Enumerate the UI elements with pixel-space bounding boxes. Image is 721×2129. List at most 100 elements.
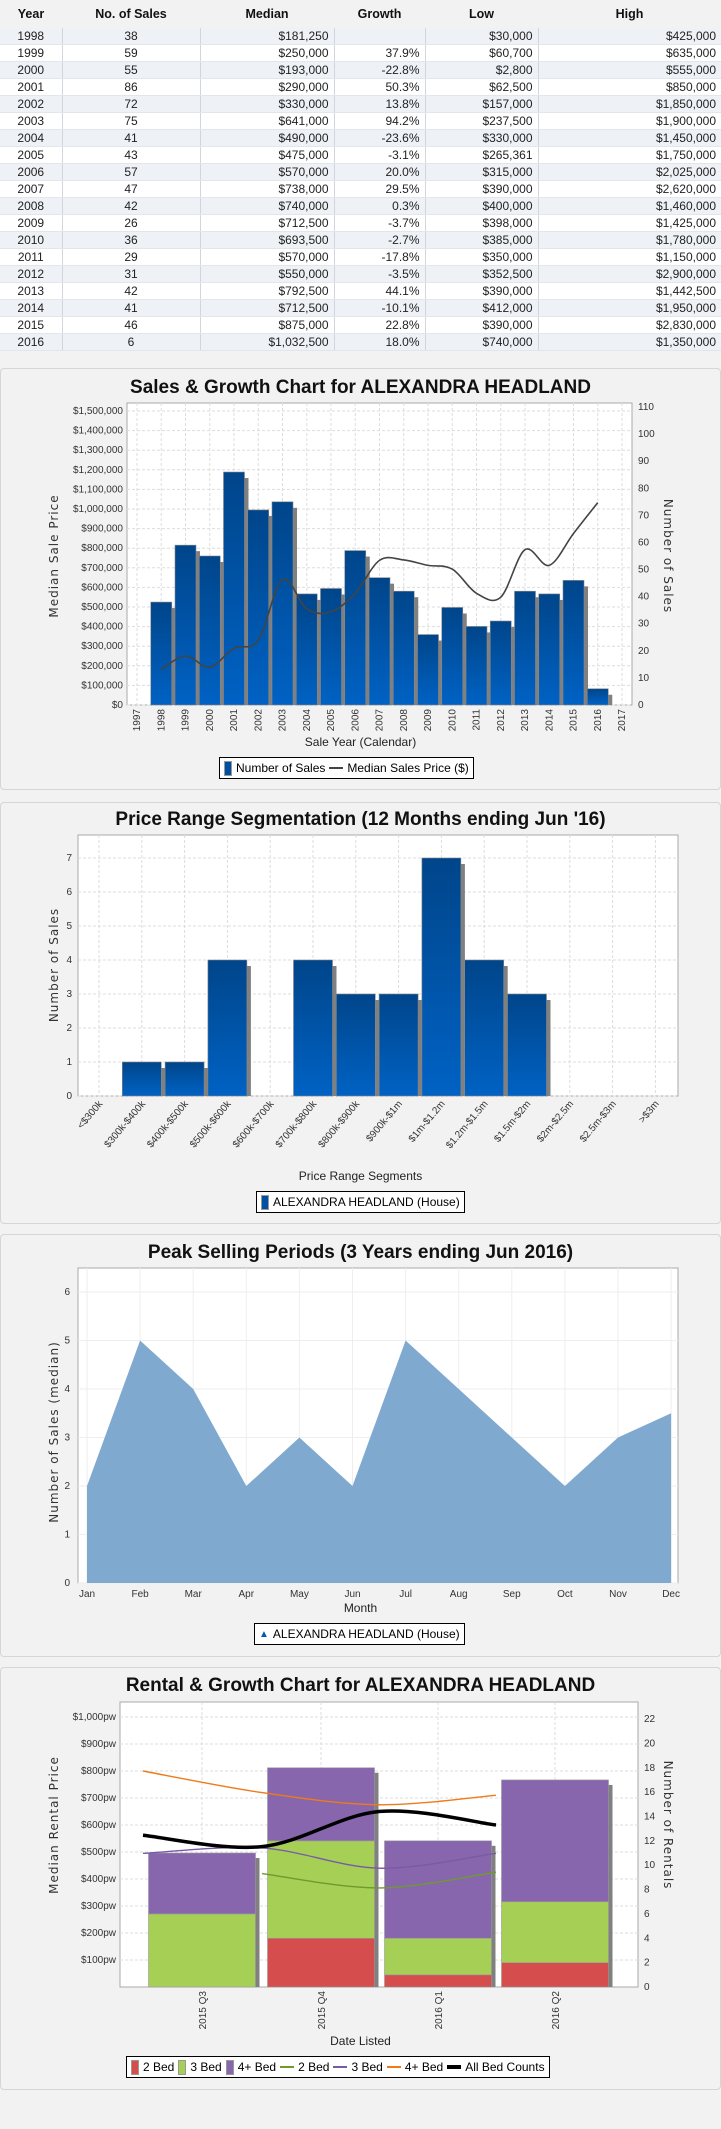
y2-tick-label: 2 (644, 1958, 650, 1969)
bar-number-of-sales (417, 634, 439, 706)
cell-year: 1998 (0, 28, 62, 45)
y2-tick-label: 20 (638, 646, 650, 657)
x-tick-label: Mar (185, 1589, 203, 1600)
table-row: 2009 26 $712,500 -3.7% $398,000 $1,425,000 (0, 214, 721, 232)
x-tick-label: >$3m (637, 1099, 662, 1125)
x-tick-label: 2013 (520, 709, 531, 732)
sales-growth-chart: $0 $100,000 $200,000 $300,000 $400,000 $500,0… (73, 402, 655, 732)
x-tick-label: 1998 (156, 709, 167, 732)
y-tick-label: $200,000 (81, 661, 123, 672)
cell-median: $550,000 (199, 265, 334, 283)
legend-line-2bed (280, 2066, 295, 2068)
legend-swatch-4bed (225, 2059, 234, 2075)
y-tick-label: $1,400,000 (73, 426, 123, 437)
cell-year: 2008 (0, 197, 62, 215)
y-tick-label: $700pw (81, 1793, 117, 1804)
legend: Number of Sales Median Sales Price ($) (219, 757, 474, 779)
x-tick-label: Jul (399, 1589, 412, 1600)
cell-low: $390,000 (424, 316, 538, 334)
rental-growth-chart-panel: Rental & Growth Chart for ALEXANDRA HEAD… (0, 1667, 721, 2090)
legend: 2 Bed 3 Bed 4+ Bed 2 Bed 3 Bed 4+ Bed Al… (126, 2056, 550, 2078)
table-row: 2013 42 $792,500 44.1% $390,000 $1,442,500 (0, 282, 721, 300)
bar-price-segment (164, 1061, 205, 1097)
bar-number-of-sales (223, 471, 245, 706)
cell-high: $1,442,500 (537, 282, 721, 300)
legend-label: All Bed Counts (465, 2060, 545, 2074)
table-row: 2001 86 $290,000 50.3% $62,500 $850,000 (0, 78, 721, 96)
col-year: Year (0, 0, 62, 28)
cell-high: $1,350,000 (537, 333, 721, 351)
cell-high: $1,950,000 (537, 299, 721, 317)
bar-price-segment (378, 993, 419, 1097)
y-tick-label: $100pw (81, 1955, 117, 1966)
chart-title: Sales & Growth Chart for ALEXANDRA HEADL… (130, 377, 591, 398)
bar-3-bed (148, 1913, 256, 1988)
y-tick-label: $1,000pw (73, 1712, 117, 1723)
x-tick-label: 2004 (302, 709, 313, 732)
cell-low: $157,000 (424, 95, 538, 113)
cell-median: $1,032,500 (199, 333, 334, 351)
x-tick-label: Nov (609, 1589, 627, 1600)
x-tick-label: $900k-$1m (364, 1099, 405, 1144)
x-tick-label: 2015 Q4 (317, 1991, 328, 2030)
cell-sales: 59 (61, 44, 200, 62)
cell-median: $330,000 (199, 95, 334, 113)
bar-price-segment (421, 857, 462, 1097)
bar-4-bed (384, 1840, 492, 1939)
x-tick-label: Feb (131, 1589, 149, 1600)
y-tick-label: 4 (64, 1384, 70, 1395)
cell-high: $1,900,000 (537, 112, 721, 130)
x-tick-label: 2007 (375, 709, 386, 732)
cell-sales: 41 (61, 299, 200, 317)
cell-high: $1,425,000 (537, 214, 721, 232)
bar-number-of-sales (150, 601, 173, 706)
y2-tick-label: 40 (638, 592, 650, 603)
x-tick-label: 2006 (350, 709, 361, 732)
cell-sales: 26 (61, 214, 200, 232)
y2-tick-label: 10 (638, 673, 650, 684)
table-row: 1999 59 $250,000 37.9% $60,700 $635,000 (0, 44, 721, 62)
x-tick-label: 2011 (472, 709, 483, 731)
bar-number-of-sales (344, 550, 367, 706)
cell-sales: 72 (61, 95, 200, 113)
cell-median: $740,000 (199, 197, 334, 215)
bar-number-of-sales (538, 593, 561, 706)
cell-median: $290,000 (199, 78, 334, 96)
legend-label: Median Sales Price ($) (347, 761, 469, 775)
chart-title: Peak Selling Periods (3 Years ending Jun… (147, 1242, 574, 1263)
y-tick-label: 1 (66, 1057, 72, 1068)
y-tick-label: 2 (64, 1481, 70, 1492)
y-tick-label: $600,000 (81, 582, 123, 593)
x-axis-label: Sale Year (Calendar) (304, 735, 417, 749)
cell-year: 2001 (0, 78, 62, 96)
cell-sales: 46 (61, 316, 200, 334)
y-tick-label: $800pw (81, 1766, 117, 1777)
x-tick-label: 2001 (229, 709, 240, 732)
rental-growth-chart: $100pw $200pw $300pw $400pw $500pw $600pw $700… (73, 1701, 656, 2030)
legend: ALEXANDRA HEADLAND (House) (256, 1191, 465, 1213)
x-tick-label: 2008 (399, 709, 410, 732)
cell-high: $635,000 (537, 44, 721, 62)
cell-growth (333, 28, 425, 45)
cell-median: $693,500 (199, 231, 334, 249)
x-tick-label: 1997 (132, 709, 143, 732)
table-row: 2014 41 $712,500 -10.1% $412,000 $1,950,000 (0, 299, 721, 317)
line-2-bed (261, 1871, 497, 1889)
cell-year: 2007 (0, 180, 62, 198)
col-high: High (538, 0, 721, 28)
cell-year: 2003 (0, 112, 62, 130)
y-tick-label: $600pw (81, 1820, 117, 1831)
cell-growth: -2.7% (333, 231, 425, 249)
x-tick-label: 2003 (278, 709, 289, 732)
x-tick-label: $700k-$800k (274, 1098, 320, 1150)
bar-number-of-sales (295, 593, 318, 706)
x-tick-label: $1.2m-$1.5m (444, 1099, 490, 1151)
cell-sales: 42 (61, 282, 200, 300)
x-tick-label: 2010 (447, 709, 458, 732)
legend-label: 4+ Bed (237, 2060, 277, 2074)
col-low: Low (425, 0, 538, 28)
x-tick-label: Apr (239, 1589, 255, 1600)
cell-median: $875,000 (199, 316, 334, 334)
bar-number-of-sales (441, 607, 464, 706)
cell-sales: 75 (61, 112, 200, 130)
